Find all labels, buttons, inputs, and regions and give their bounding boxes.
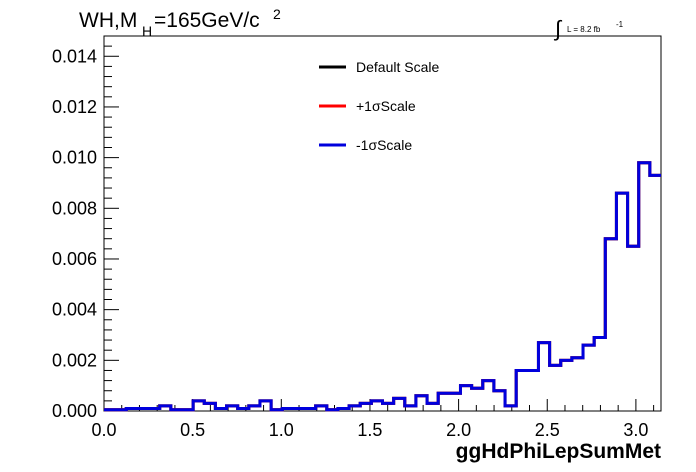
y-tick-label: 0.008 — [52, 198, 97, 218]
y-tick-label: 0.012 — [52, 97, 97, 117]
legend: Default Scale +1σScale -1σScale — [319, 59, 439, 153]
luminosity-superscript: -1 — [616, 20, 624, 29]
luminosity-text: L = 8.2 fb — [567, 25, 601, 34]
luminosity-label: ∫ L = 8.2 fb -1 — [553, 16, 624, 41]
x-tick-label: 2.5 — [535, 420, 560, 440]
chart-title: WH,M H =165GeV/c 2 — [79, 6, 281, 39]
x-axis-label: ggHdPhiLepSumMet — [456, 440, 661, 463]
series-group — [104, 161, 661, 412]
title-subscript: H — [142, 23, 152, 39]
x-tick-label: 0.0 — [91, 420, 116, 440]
title-rest: =165GeV/c — [154, 9, 260, 32]
y-tick-label: 0.010 — [52, 148, 97, 168]
x-tick-label: 3.0 — [623, 420, 648, 440]
x-tick-label: 0.5 — [180, 420, 205, 440]
y-axis: 0.000 0.002 0.004 0.006 0.008 0.010 0.012 0.014 — [52, 35, 119, 421]
x-tick-label: 2.0 — [446, 420, 471, 440]
legend-label-1: +1σScale — [356, 98, 416, 114]
y-tick-label: 0.014 — [52, 46, 97, 66]
series-line-0 — [104, 161, 661, 412]
title-main: WH,M — [79, 9, 137, 32]
y-tick-label: 0.004 — [52, 300, 97, 320]
legend-label-2: -1σScale — [356, 137, 412, 153]
series-line-1 — [104, 161, 661, 412]
y-tick-label: 0.006 — [52, 249, 97, 269]
x-tick-label: 1.5 — [357, 420, 382, 440]
title-superscript: 2 — [273, 6, 281, 22]
y-tick-label: 0.002 — [52, 350, 97, 370]
plot-frame — [103, 35, 662, 412]
x-axis: 0.0 0.5 1.0 1.5 2.0 2.5 3.0 — [91, 399, 655, 440]
legend-label-0: Default Scale — [356, 59, 439, 75]
series-line-2 — [104, 161, 661, 412]
x-tick-label: 1.0 — [269, 420, 294, 440]
y-tick-label: 0.000 — [52, 401, 97, 421]
integral-sign: ∫ — [553, 16, 563, 41]
